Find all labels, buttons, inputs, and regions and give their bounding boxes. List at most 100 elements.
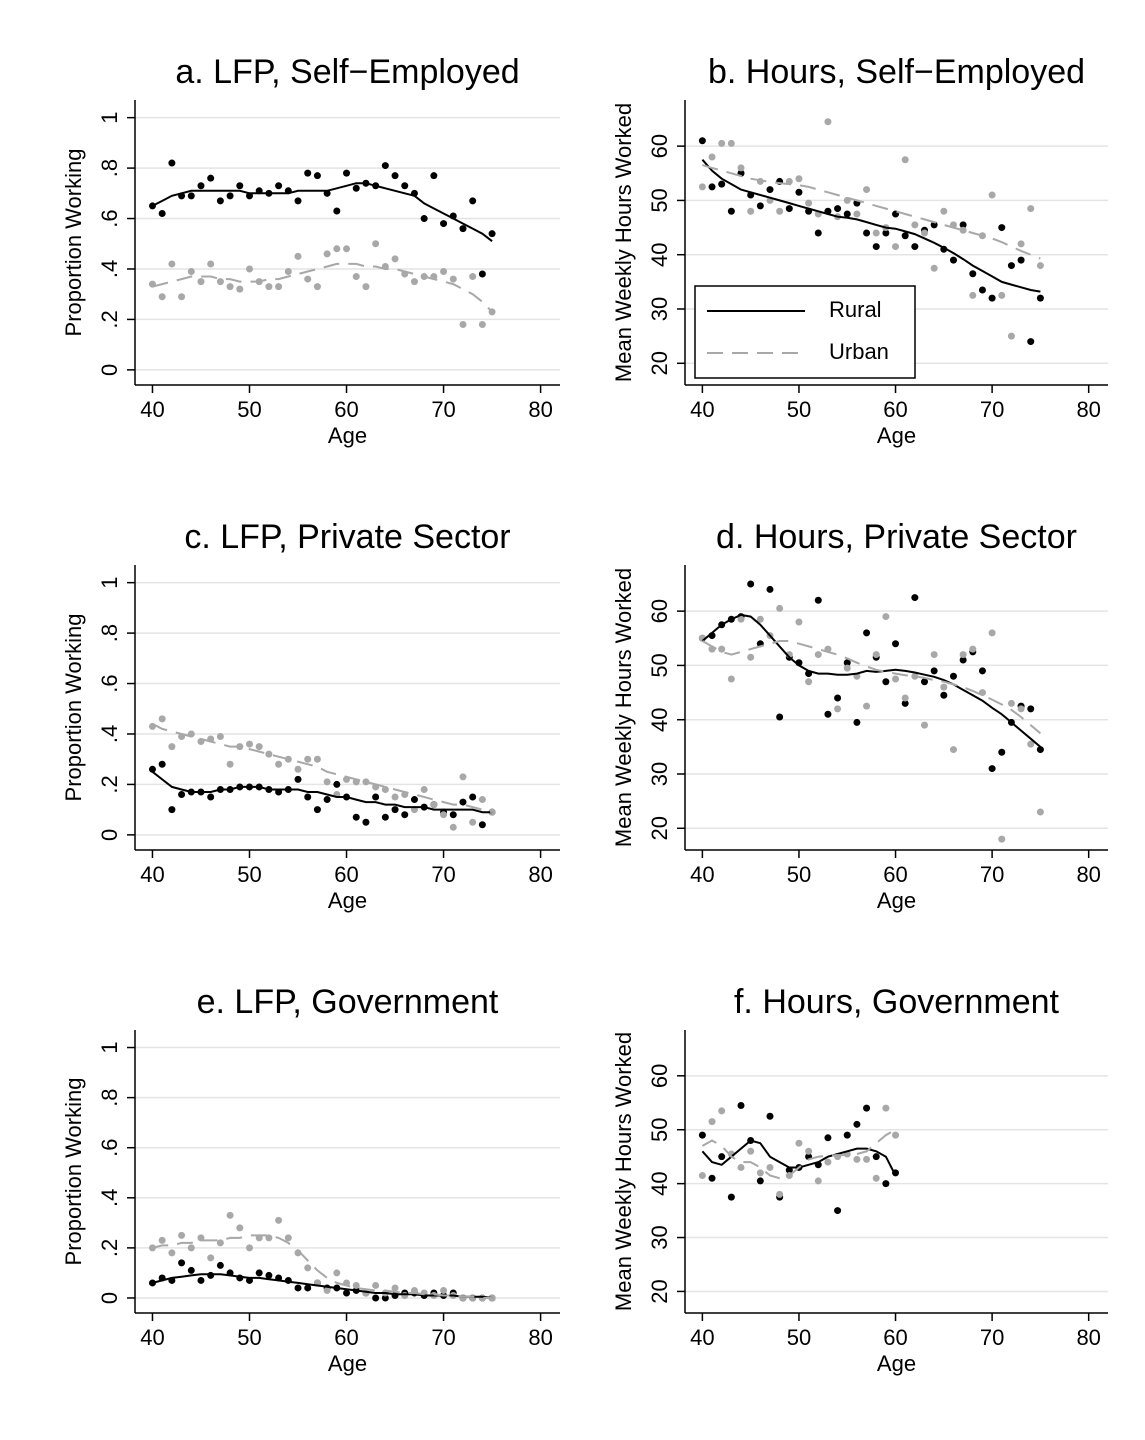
x-tick-label: 60 [334,862,358,887]
fit-line [701,640,1042,735]
fit-line [152,1273,493,1299]
data-point [785,205,793,213]
legend-box [694,285,916,379]
data-point [478,821,486,829]
y-tick-label: 40 [647,242,672,266]
data-point [949,256,957,264]
data-point [449,275,457,283]
x-tick-label: 40 [690,862,714,887]
panel: f. Hours, Government 20 30 40 50 60 40 50 60 70 80… [611,983,1108,1376]
data-point [440,1286,448,1294]
x-tick-label: 60 [883,1325,907,1350]
y-tick-label: 60 [647,599,672,623]
data-point [469,273,477,281]
data-point [698,1131,706,1139]
y-tick-label: .8 [97,1088,122,1106]
data-point [795,188,803,196]
data-point [747,1147,755,1155]
data-point [708,1118,716,1126]
x-tick-label: 70 [980,1325,1004,1350]
data-point [708,183,716,191]
data-point [391,255,399,263]
data-point [372,240,380,248]
data-point [969,270,977,278]
data-point [718,180,726,188]
data-point [727,1193,735,1201]
data-point [178,293,186,301]
y-axis-title: Mean Weekly Hours Worked [611,1032,636,1311]
data-point [930,221,938,229]
data-point [478,270,486,278]
data-point [381,813,389,821]
data-point [459,773,467,781]
data-point [294,1284,302,1292]
panel-title: c. LFP, Private Sector [184,518,510,556]
data-point [216,278,224,286]
data-point [708,153,716,161]
data-point [853,1155,861,1163]
data-point [756,202,764,210]
data-point [698,137,706,145]
data-point [352,184,360,192]
data-point [459,320,467,328]
data-point [158,293,166,301]
data-point [911,594,919,602]
data-point [901,699,909,707]
data-point [333,780,341,788]
data-point [178,1231,186,1239]
data-point [459,798,467,806]
data-point [459,225,467,233]
y-tick-label: .2 [97,775,122,793]
x-tick-label: 50 [237,862,261,887]
data-point [921,678,929,686]
data-point [737,164,745,172]
data-point [275,182,283,190]
legend: Rural Urban [694,285,916,379]
data-point [892,243,900,251]
fit-line [151,771,493,814]
data-point [187,268,195,276]
data-point [469,818,477,826]
data-point [853,210,861,218]
x-tick-label: 70 [431,397,455,422]
data-point [1036,294,1044,302]
fit-line [702,164,1041,260]
y-tick-label: 20 [647,1279,672,1303]
x-axis-title: Age [877,1351,916,1376]
data-point [343,1289,351,1297]
x-tick-label: 40 [140,862,164,887]
data-point [197,278,205,286]
data-point [207,1254,215,1262]
data-point [216,197,224,205]
data-point [708,1174,716,1182]
data-point [892,1131,900,1139]
x-tick-label: 50 [787,397,811,422]
data-point [440,811,448,819]
y-tick-label: .2 [97,1239,122,1257]
data-point [168,159,176,167]
data-point [148,202,156,210]
data-point [1036,262,1044,270]
data-point [969,645,977,653]
data-point [430,172,438,180]
data-point [998,748,1006,756]
data-point [362,283,370,291]
data-point [805,678,813,686]
data-point [410,278,418,286]
fit-line [701,1128,896,1180]
data-point [863,629,871,637]
data-point [834,694,842,702]
data-point [236,285,244,293]
data-point [294,775,302,783]
panel-title: f. Hours, Government [734,983,1060,1021]
data-point [718,1107,726,1115]
data-point [440,268,448,276]
data-point [178,1259,186,1267]
data-point [226,760,234,768]
data-point [391,806,399,814]
data-point [988,629,996,637]
data-point [304,1264,312,1272]
data-point [756,615,764,623]
data-point [401,1291,409,1299]
data-point [469,197,477,205]
